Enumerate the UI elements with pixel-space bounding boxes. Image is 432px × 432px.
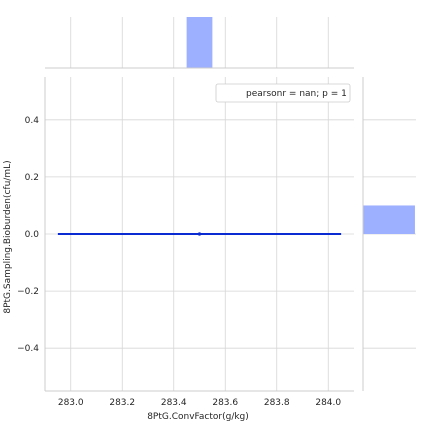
x-tick-label: 284.0 [315,398,341,408]
y-tick-label: −0.4 [17,344,39,354]
x-tick-labels: 283.0 283.2 283.4 283.6 283.8 284.0 [58,398,342,408]
legend-box [215,83,351,103]
y-tick-label: 0.2 [25,173,39,183]
y-axis-label: 8PtG.Sampling.Bioburden(cfu/mL) [3,160,13,313]
top-hist-bar [186,17,213,68]
y-tick-labels: 0.4 0.2 0.0 −0.2 −0.4 [17,116,39,354]
x-tick-label: 283.0 [58,398,84,408]
y-tick-label: −0.2 [17,287,39,297]
y-tick-label: 0.4 [25,116,40,126]
right-hist-bar [363,205,415,234]
x-tick-label: 283.2 [109,398,135,408]
y-tick-label: 0.0 [25,230,40,240]
right-marginal-histogram [363,205,415,234]
top-marginal-histogram [186,17,213,68]
data-series [57,232,342,236]
x-tick-label: 283.8 [264,398,290,408]
x-tick-label: 283.4 [161,398,187,408]
top-marginal-grid [70,17,329,68]
axes-spines [44,67,364,392]
x-tick-label: 283.6 [212,398,238,408]
legend-text: pearsonr = nan; p = 1 [246,89,347,99]
x-axis-label: 8PtG.ConvFactor(g/kg) [147,412,249,422]
data-point [197,232,202,236]
legend: pearsonr = nan; p = 1 [215,83,351,103]
